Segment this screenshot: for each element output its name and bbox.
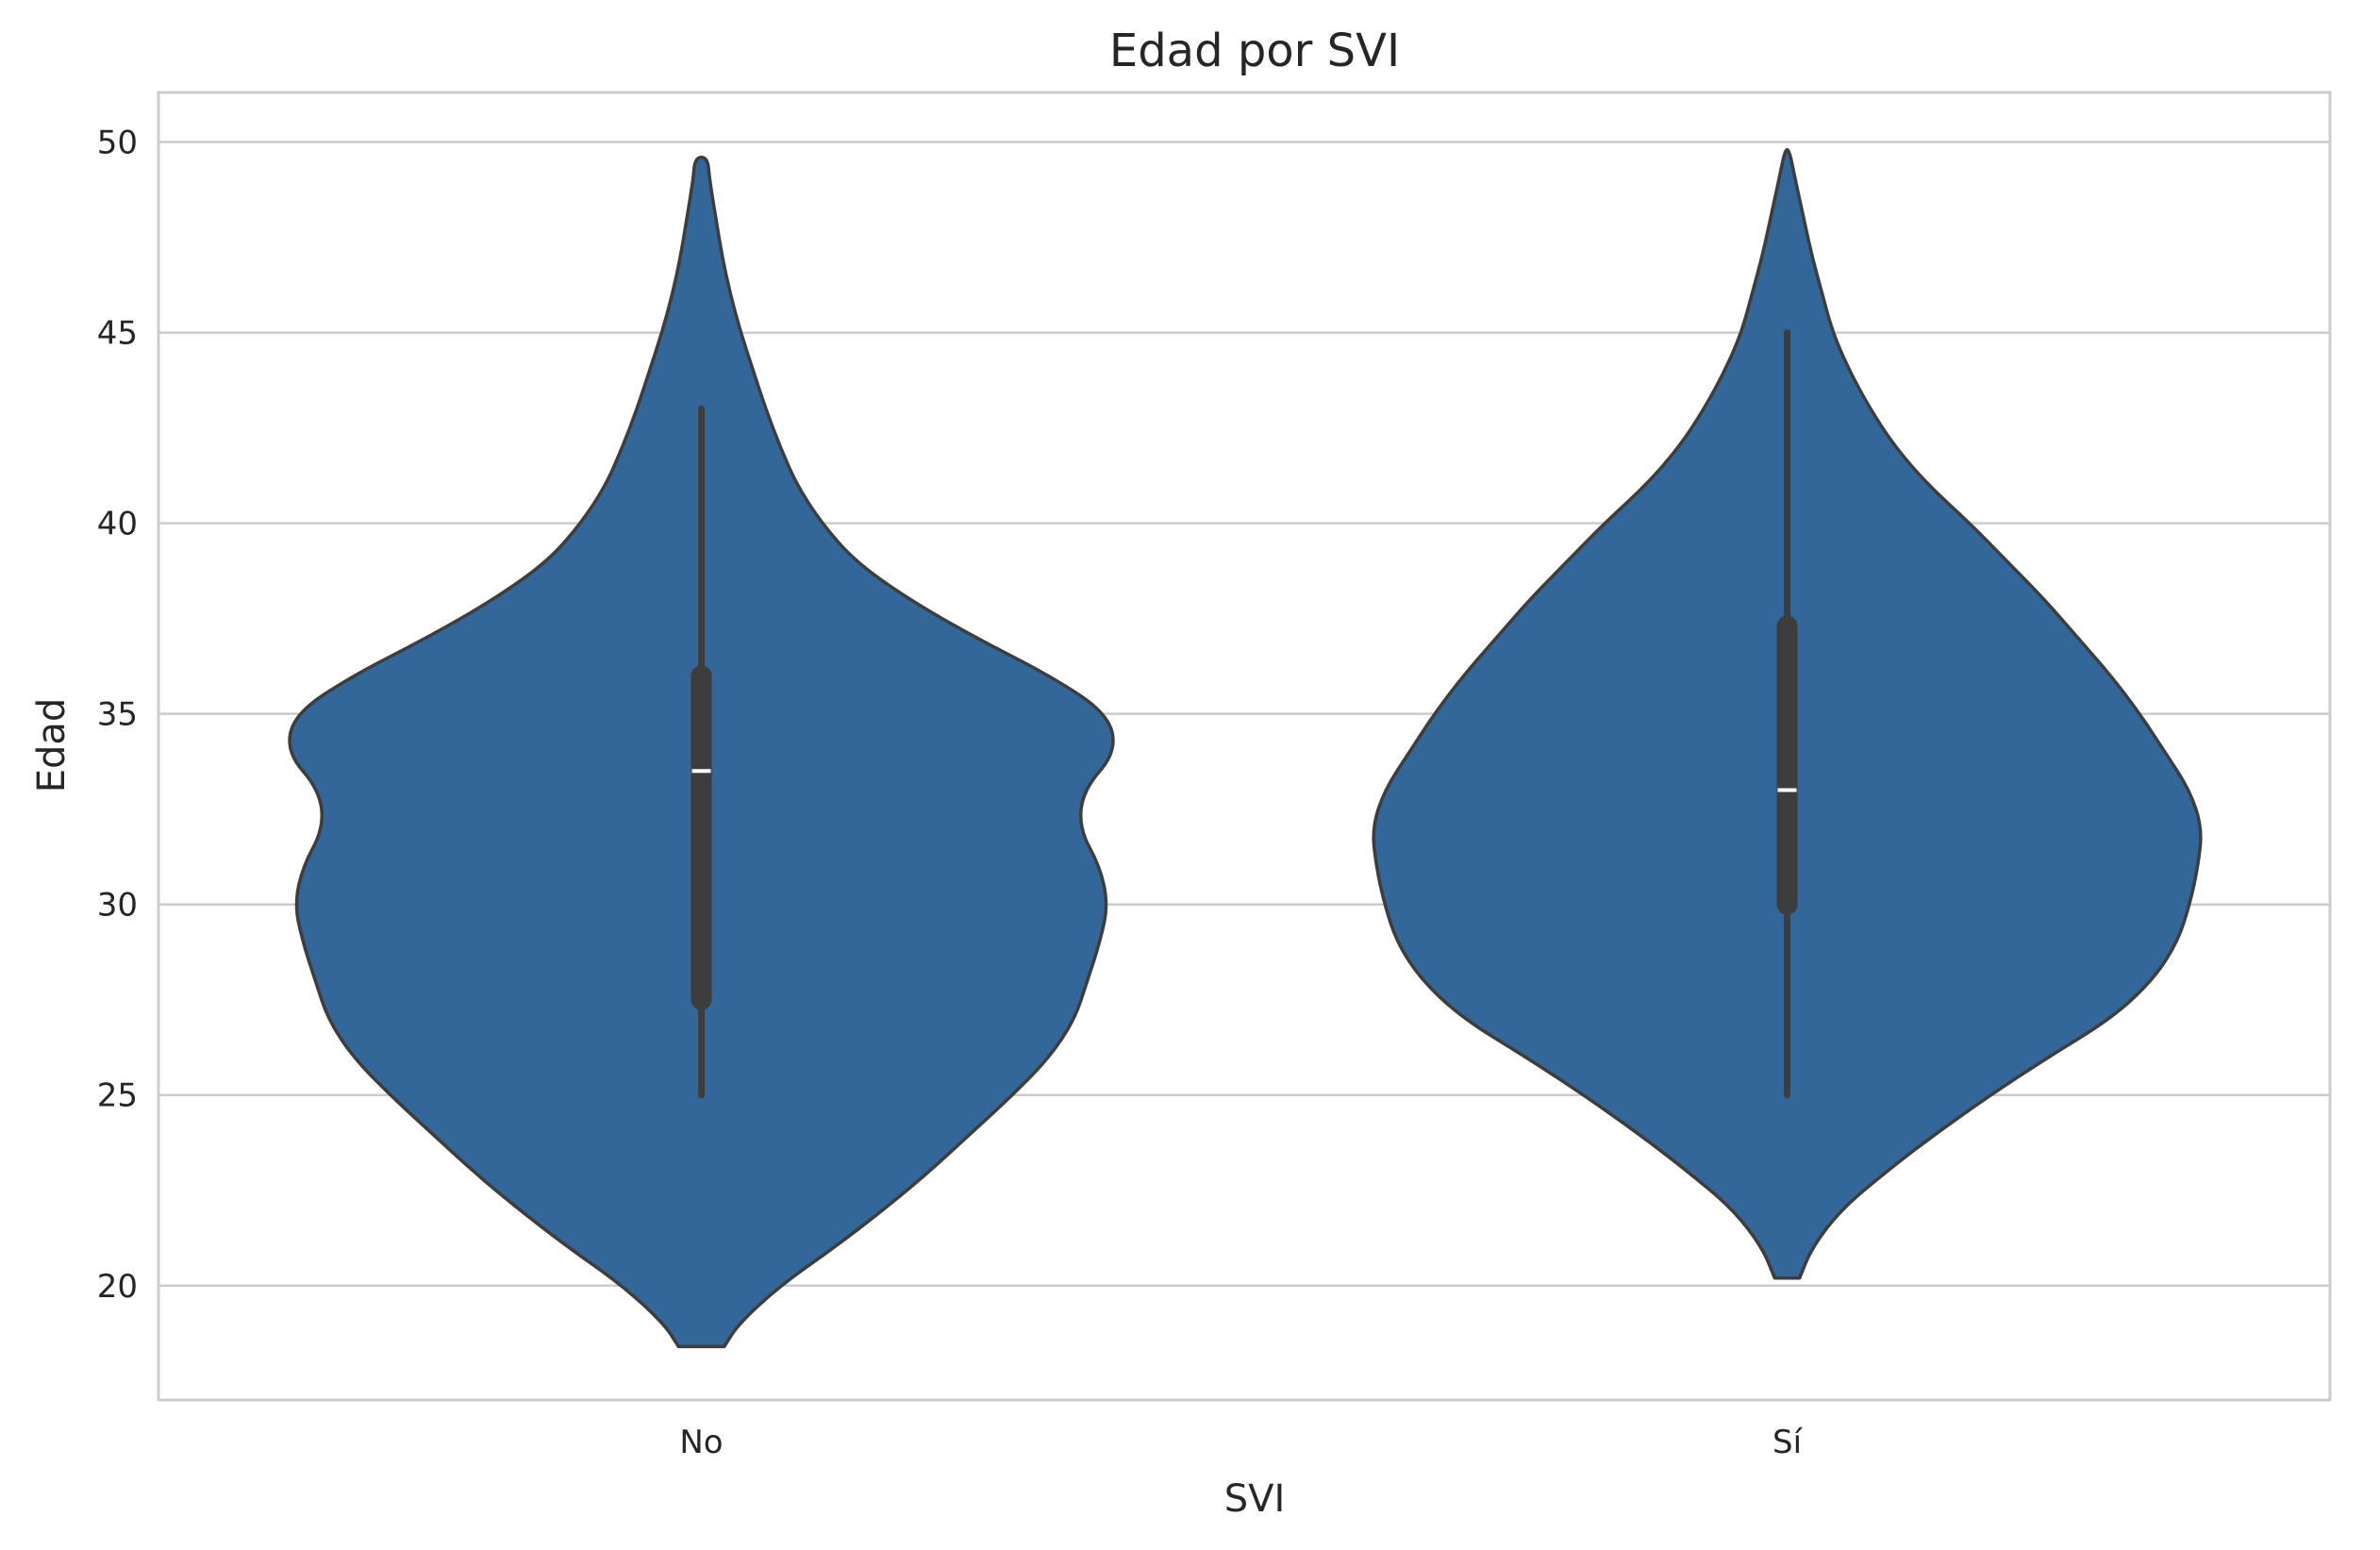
y-tick-labels: 20 25 30 35 40 45 50 — [97, 125, 138, 1306]
y-tick-label: 20 — [97, 1268, 138, 1306]
x-axis-title: SVI — [1224, 1477, 1286, 1521]
y-tick-label: 50 — [97, 125, 138, 162]
y-axis-title: Edad — [30, 698, 74, 793]
y-tick-label: 35 — [97, 696, 138, 734]
y-tick-label: 40 — [97, 506, 138, 543]
x-tick-label: No — [679, 1424, 723, 1461]
x-tick-labels: No Sí — [679, 1424, 1803, 1461]
inner-boxes — [691, 329, 1798, 1099]
y-tick-label: 30 — [97, 887, 138, 925]
y-tick-label: 25 — [97, 1077, 138, 1115]
x-tick-label: Sí — [1773, 1424, 1804, 1461]
plot-frame — [157, 91, 2332, 1402]
chart-title: Edad por SVI — [1109, 25, 1400, 77]
y-tick-label: 45 — [97, 315, 138, 353]
